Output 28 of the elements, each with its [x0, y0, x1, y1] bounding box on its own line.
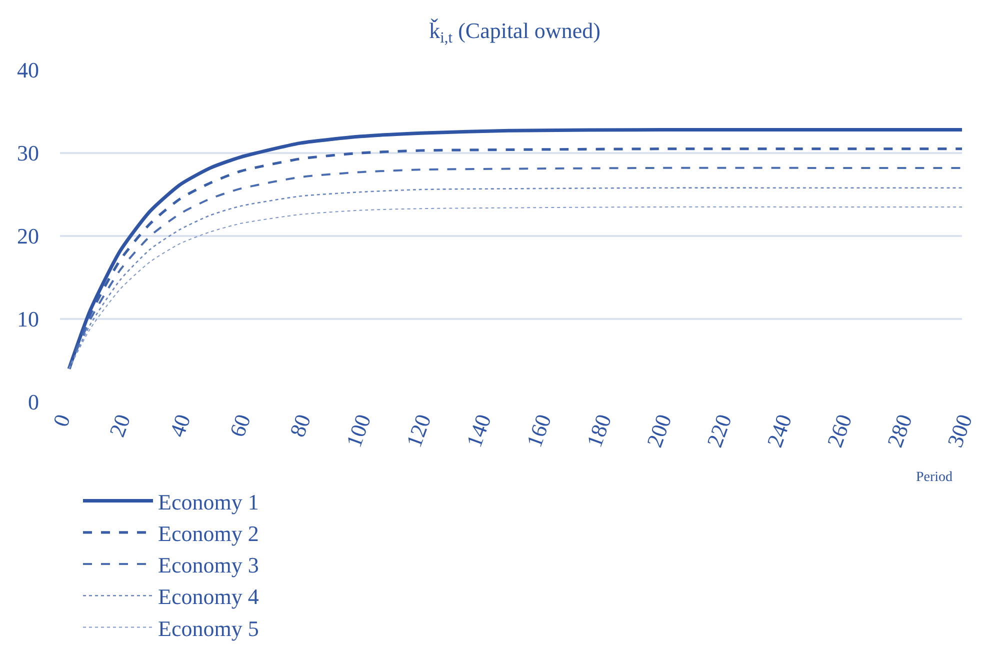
chart-title: ǩ$_{i,t}$ (Capital owned): [429, 18, 600, 47]
x-tick-label: 240: [762, 410, 797, 450]
x-axis-title: Period: [916, 470, 953, 485]
x-tick-label: 100: [340, 410, 376, 450]
y-tick-label: 0: [28, 390, 39, 415]
y-tick-label: 10: [17, 306, 39, 332]
x-tick-label: 40: [164, 410, 196, 440]
y-tick-label: 30: [17, 140, 39, 166]
y-tick-label: 20: [17, 224, 39, 249]
x-tick-label: 260: [822, 410, 857, 450]
x-tick-label: 180: [581, 410, 616, 450]
legend-label: Economy 1: [158, 489, 259, 514]
legend-label: Economy 5: [158, 616, 259, 641]
x-tick-label: 200: [642, 410, 676, 450]
x-tick-label: 220: [702, 410, 737, 450]
y-tick-label: 40: [17, 58, 39, 83]
legend-label: Economy 4: [158, 584, 259, 610]
legend-label: Economy 2: [158, 520, 259, 546]
x-tick-label: 80: [284, 410, 316, 440]
legend-label: Economy 3: [158, 552, 259, 578]
x-tick-label: 0: [48, 410, 76, 430]
x-tick-label: 60: [224, 410, 256, 440]
x-tick-label: 140: [461, 410, 496, 450]
x-tick-label: 120: [401, 410, 436, 450]
x-tick-label: 280: [882, 410, 917, 450]
x-tick-label: 300: [942, 410, 978, 450]
x-tick-label: 160: [521, 410, 556, 450]
x-tick-label: 20: [104, 410, 136, 440]
